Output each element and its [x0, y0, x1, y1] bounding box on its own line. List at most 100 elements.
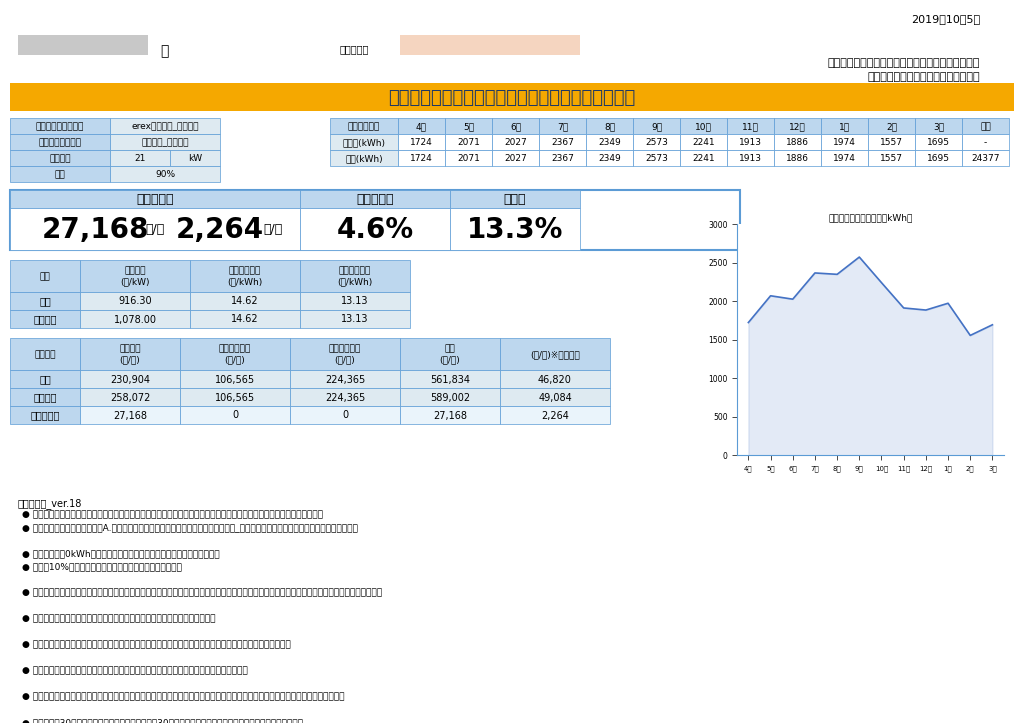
Text: 合計
(円/年): 合計 (円/年): [439, 345, 461, 364]
Bar: [539, 118, 586, 134]
Bar: [962, 150, 1009, 166]
Text: 21: 21: [134, 154, 145, 163]
Text: 1974: 1974: [834, 154, 856, 163]
Text: 1557: 1557: [880, 138, 903, 147]
Text: ● 供給開始後は再生可能エネルギー発電促進賦課金・燃料費調整額を加味してご請求いたします。（算定式は関西電力と同一です）: ● 供給開始後は再生可能エネルギー発電促進賦課金・燃料費調整額を加味してご請求い…: [22, 692, 344, 701]
Bar: [727, 150, 774, 166]
Text: 2241: 2241: [692, 154, 715, 163]
Bar: [400, 35, 580, 55]
Text: 7月: 7月: [557, 122, 568, 131]
Bar: [398, 134, 445, 150]
Bar: [330, 134, 398, 150]
Text: 14.62: 14.62: [231, 296, 259, 307]
Bar: [10, 83, 1014, 111]
Text: ● 試算結果は30日間として試算されております。（30日とならない月は、日割り計算しご請求いたします。）: ● 試算結果は30日間として試算されております。（30日とならない月は、日割り計…: [22, 718, 303, 723]
Bar: [300, 310, 410, 328]
Text: 2349: 2349: [598, 154, 621, 163]
Text: ● 弊社は力率割引または力率割増を適用しておりませんが、関西電力の基本料金には力率割引または力率割増が適用されているものがございます。: ● 弊社は力率割引または力率割増を適用しておりませんが、関西電力の基本料金には力…: [22, 588, 382, 597]
Bar: [539, 134, 586, 150]
Text: 現在のご契約プラ: 現在のご契約プラ: [39, 138, 82, 147]
Bar: [110, 134, 220, 150]
Text: 弊社: 弊社: [39, 375, 51, 385]
Text: 1,078.00: 1,078.00: [114, 315, 157, 325]
Bar: [492, 134, 539, 150]
Text: 弊社＿ご契約プラン: 弊社＿ご契約プラン: [36, 122, 84, 131]
Bar: [290, 406, 400, 424]
Bar: [190, 292, 300, 310]
Bar: [290, 388, 400, 406]
Bar: [400, 370, 500, 388]
Text: ● 消費税10%を含んだ単価、料金試算を提示しております。: ● 消費税10%を含んだ単価、料金試算を提示しております。: [22, 562, 182, 571]
Bar: [398, 150, 445, 166]
Text: 1695: 1695: [927, 154, 950, 163]
Text: 4月: 4月: [416, 122, 427, 131]
Text: モリカワのでんき・株式会社モリカワ: モリカワのでんき・株式会社モリカワ: [867, 72, 980, 82]
Text: 関西電力: 関西電力: [33, 393, 56, 403]
Text: 13.13: 13.13: [341, 296, 369, 307]
Bar: [586, 150, 633, 166]
Text: 27,168: 27,168: [433, 411, 467, 421]
Text: 6月: 6月: [510, 122, 521, 131]
Text: ご注意事項_ver.18: ご注意事項_ver.18: [18, 498, 82, 509]
Bar: [190, 260, 300, 292]
Text: 106,565: 106,565: [215, 393, 255, 403]
Text: 2071: 2071: [457, 154, 480, 163]
Text: 12月: 12月: [790, 122, 806, 131]
Bar: [10, 208, 300, 250]
Bar: [180, 370, 290, 388]
Text: ご入力(kWh): ご入力(kWh): [342, 138, 385, 147]
Text: 推定削減額: 推定削減額: [136, 193, 174, 206]
Bar: [80, 310, 190, 328]
Text: 他季従量料金
(円/年): 他季従量料金 (円/年): [329, 345, 361, 364]
Bar: [80, 338, 180, 370]
Bar: [80, 260, 190, 292]
Text: ● このシミュレーションは参考値ですので、お客様のご使用状況が変わった場合、各試算結果が変わります。: ● このシミュレーションは参考値ですので、お客様のご使用状況が変わった場合、各試…: [22, 640, 291, 649]
Bar: [450, 190, 580, 208]
Text: 1886: 1886: [786, 154, 809, 163]
Bar: [330, 118, 398, 134]
Text: 弊社: 弊社: [39, 296, 51, 307]
Bar: [180, 388, 290, 406]
Title: 月々の推定使用電力量（kWh）: 月々の推定使用電力量（kWh）: [828, 213, 912, 222]
Text: 2月: 2月: [886, 122, 897, 131]
Bar: [915, 134, 962, 150]
Bar: [500, 406, 610, 424]
Text: 27,168: 27,168: [113, 411, 147, 421]
Bar: [500, 370, 610, 388]
Bar: [190, 310, 300, 328]
Text: 推定(kWh): 推定(kWh): [345, 154, 383, 163]
Bar: [300, 190, 450, 208]
Text: 3月: 3月: [933, 122, 944, 131]
Bar: [330, 150, 398, 166]
Text: 1913: 1913: [739, 138, 762, 147]
Text: 負荷率: 負荷率: [504, 193, 526, 206]
Text: 円/月: 円/月: [263, 223, 283, 236]
Text: イーレックス・スパーク・マーケティング株式会社: イーレックス・スパーク・マーケティング株式会社: [827, 58, 980, 68]
Text: お客様使用量: お客様使用量: [348, 122, 380, 131]
Text: 1月: 1月: [839, 122, 850, 131]
Bar: [400, 338, 500, 370]
Text: 2241: 2241: [692, 138, 715, 147]
Bar: [962, 118, 1009, 134]
Text: ● 使用電力量が0kWhとなる月は、基本料金を半額とさせていただきます。: ● 使用電力量が0kWhとなる月は、基本料金を半額とさせていただきます。: [22, 549, 219, 558]
Bar: [18, 35, 148, 55]
Bar: [492, 118, 539, 134]
Text: 契約電力: 契約電力: [49, 154, 71, 163]
Text: 1913: 1913: [739, 154, 762, 163]
Bar: [10, 370, 80, 388]
Bar: [868, 150, 915, 166]
Text: 2027: 2027: [504, 154, 527, 163]
Bar: [400, 388, 500, 406]
Bar: [727, 118, 774, 134]
Bar: [539, 150, 586, 166]
Bar: [110, 150, 170, 166]
Bar: [450, 208, 580, 250]
Text: 2573: 2573: [645, 154, 668, 163]
Text: 5月: 5月: [463, 122, 474, 131]
Bar: [80, 292, 190, 310]
Text: 年間: 年間: [980, 122, 991, 131]
Bar: [774, 150, 821, 166]
Bar: [821, 150, 868, 166]
Text: kW: kW: [188, 154, 202, 163]
Bar: [500, 338, 610, 370]
